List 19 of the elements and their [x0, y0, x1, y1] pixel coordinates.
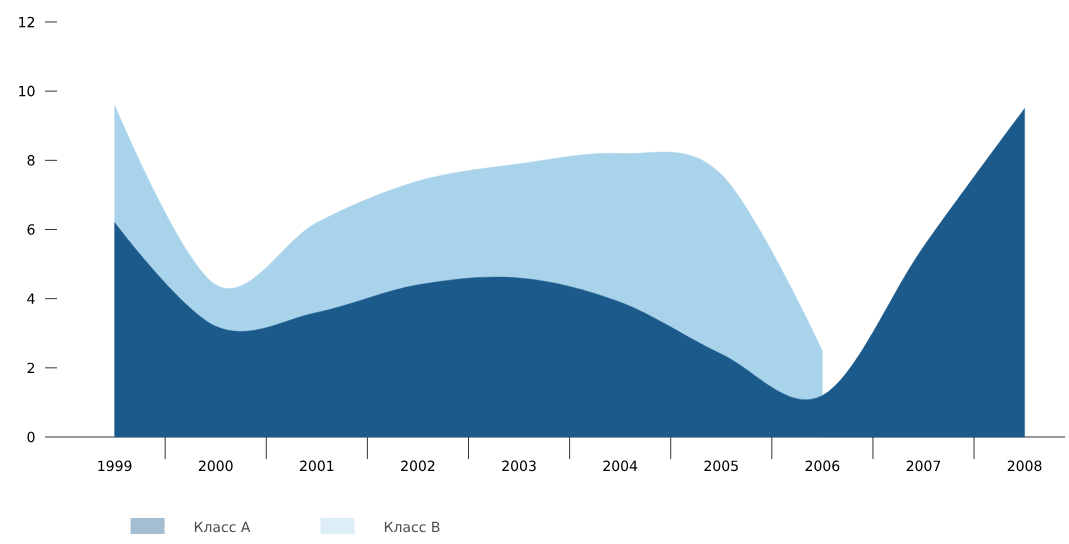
y-tick-label: 4 [27, 293, 35, 304]
y-tick-label: 2 [27, 362, 35, 374]
x-tick-label: 2008 [1007, 460, 1042, 472]
x-tick-label: 2007 [906, 460, 941, 472]
x-tick-label: 2000 [198, 460, 233, 472]
x-tick-label: 2004 [603, 460, 638, 472]
y-tick-label: 8 [27, 155, 35, 166]
y-tick-label: 0 [27, 431, 35, 443]
y-tick-label: 12 [19, 16, 35, 28]
x-tick-label: 2003 [502, 460, 536, 472]
x-tick-label: 2001 [300, 460, 334, 472]
x-tick-label: 2002 [401, 460, 435, 472]
x-tick-label: 2006 [805, 460, 840, 472]
legend-label: Класс B [384, 521, 440, 533]
legend-label: Класс A [194, 521, 251, 533]
y-tick-label: 10 [19, 85, 35, 97]
x-tick-label: 2005 [704, 460, 738, 472]
x-tick-label: 1999 [98, 460, 132, 472]
y-tick-label: 6 [27, 224, 35, 235]
